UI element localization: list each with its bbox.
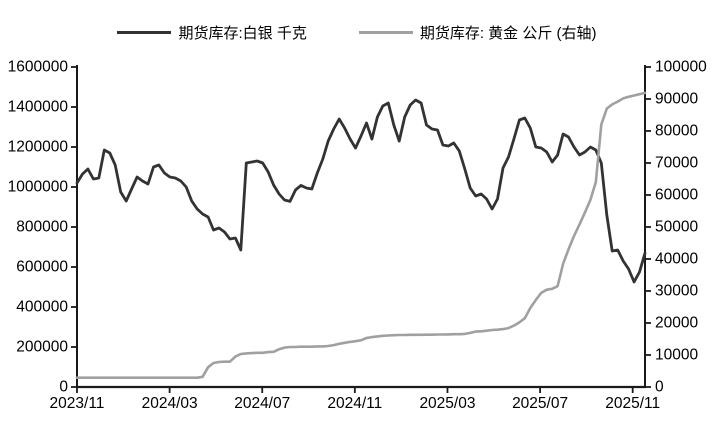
gold-line-swatch xyxy=(358,31,413,34)
y-right-tick-label: 50000 xyxy=(655,219,698,236)
y-left-tick-label: 400000 xyxy=(16,299,68,316)
y-left-tick-label: 200000 xyxy=(16,339,68,356)
y-right-tick-label: 0 xyxy=(655,379,664,396)
y-right-tick-label: 70000 xyxy=(655,155,698,172)
y-right-tick-label: 30000 xyxy=(655,283,698,300)
y-right-tick-label: 20000 xyxy=(655,315,698,332)
chart-legend: 期货库存:白银 千克 期货库存: 黄金 公斤 (右轴) xyxy=(0,22,714,43)
legend-label-silver: 期货库存:白银 千克 xyxy=(178,25,307,42)
x-tick-label: 2024/03 xyxy=(142,395,198,412)
gold-inventory-line xyxy=(75,91,647,380)
x-tick-label: 2025/03 xyxy=(419,395,475,412)
y-right-tick-label: 100000 xyxy=(655,59,707,76)
y-left-tick-label: 1000000 xyxy=(8,179,69,196)
legend-item-silver: 期货库存:白银 千克 xyxy=(117,22,307,43)
silver-line-swatch xyxy=(117,31,172,34)
legend-label-gold: 期货库存: 黄金 公斤 (右轴) xyxy=(419,25,597,42)
y-left-tick-label: 800000 xyxy=(16,219,68,236)
x-tick-label: 2025/11 xyxy=(605,395,660,412)
y-right-tick-label: 80000 xyxy=(655,123,698,140)
y-left-tick-label: 1400000 xyxy=(8,99,69,116)
silver-inventory-line xyxy=(75,98,647,284)
x-tick-label: 2025/07 xyxy=(512,395,568,412)
x-tick-label: 2023/11 xyxy=(50,395,105,412)
y-right-tick-label: 10000 xyxy=(655,347,698,364)
legend-item-gold: 期货库存: 黄金 公斤 (右轴) xyxy=(358,22,597,43)
y-left-tick-label: 600000 xyxy=(16,259,68,276)
y-left-tick-label: 1200000 xyxy=(8,139,69,156)
y-right-tick-label: 60000 xyxy=(655,187,698,204)
x-tick-label: 2024/11 xyxy=(327,395,382,412)
x-tick-label: 2024/07 xyxy=(234,395,290,412)
y-right-tick-label: 40000 xyxy=(655,251,698,268)
y-left-tick-label: 0 xyxy=(59,379,68,396)
y-right-tick-label: 90000 xyxy=(655,91,698,108)
y-left-tick-label: 1600000 xyxy=(8,59,69,76)
